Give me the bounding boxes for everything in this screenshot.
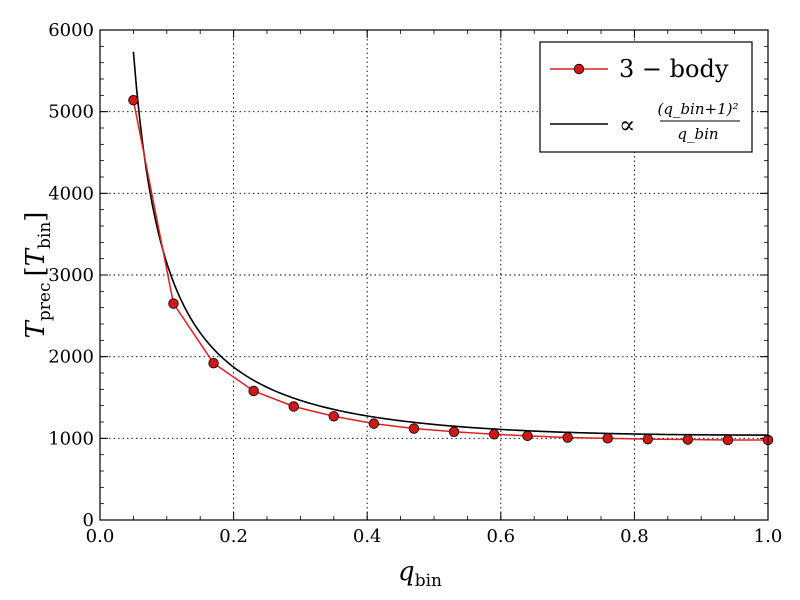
data-point-3body <box>448 426 460 438</box>
y-axis-title-main: T <box>21 319 51 338</box>
legend-label-model-prefix: ∝ <box>619 111 635 139</box>
data-point-3body <box>488 429 500 440</box>
data-point-3body <box>602 433 613 444</box>
x-tick-labels: 0.0 0.2 0.4 0.6 0.8 1.0 <box>86 526 783 547</box>
data-point-3body <box>722 434 734 446</box>
legend-label-model-numerator: (q_bin+1)² <box>658 100 739 118</box>
y-axis-title-bracket-close: ] <box>21 212 51 222</box>
data-point-3body <box>562 432 573 443</box>
x-axis-title: qbin <box>398 557 442 591</box>
data-point-3body <box>128 95 139 106</box>
data-point-3body <box>208 358 219 369</box>
x-axis-title-sub: bin <box>415 571 442 591</box>
legend-frame <box>539 41 753 153</box>
y-tick-label: 6000 <box>48 20 94 41</box>
x-tick-label: 0.2 <box>219 526 248 547</box>
plot-frame <box>99 29 769 521</box>
data-point-3body <box>288 401 299 412</box>
y-tick-label: 5000 <box>48 102 94 123</box>
data-point-3body <box>328 411 340 422</box>
data-point-3body <box>248 385 259 397</box>
y-tick-label: 4000 <box>48 183 94 204</box>
legend: 3 − body ∝ (q_bin+1)² q_bin <box>539 41 753 153</box>
x-tick-label: 0.0 <box>86 526 115 547</box>
series-line-model <box>132 51 768 436</box>
y-axis-title-sub: prec <box>35 283 55 322</box>
x-tick-label: 0.6 <box>486 526 515 547</box>
y-tick-label: 0 <box>83 510 94 531</box>
y-axis-title-unit: T <box>21 247 51 266</box>
x-axis-title-main: q <box>398 557 415 587</box>
legend-marker-3body <box>573 63 585 75</box>
x-tick-label: 1.0 <box>754 526 783 547</box>
y-axis-title-unit-sub: bin <box>35 222 55 249</box>
data-point-3body <box>682 434 694 445</box>
y-tick-label: 1000 <box>48 428 94 449</box>
data-point-3body <box>642 433 653 445</box>
y-tick-label: 2000 <box>48 347 94 368</box>
data-point-3body <box>408 423 420 434</box>
data-point-3body <box>368 418 380 429</box>
x-tick-label: 0.4 <box>353 526 382 547</box>
y-tick-labels: 0 1000 2000 3000 4000 5000 6000 <box>48 20 94 531</box>
legend-label-3body: 3 − body <box>619 55 729 83</box>
series-layer <box>128 51 774 446</box>
data-point-3body <box>168 298 179 309</box>
data-point-3body <box>522 430 533 442</box>
y-tick-label: 3000 <box>48 265 94 286</box>
y-axis-title-bracket-open: [ <box>21 266 51 276</box>
x-tick-label: 0.8 <box>620 526 649 547</box>
y-axis-title: Tprec[Tbin] <box>21 212 55 339</box>
legend-label-model-denominator: q_bin <box>677 125 718 143</box>
